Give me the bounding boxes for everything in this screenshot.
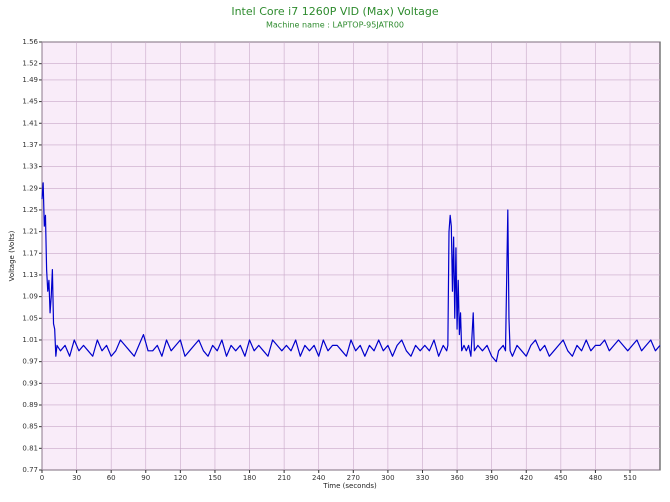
y-tick-label: 1.25 (22, 206, 38, 214)
y-tick-label: 0.93 (22, 379, 38, 387)
y-tick-label: 1.29 (22, 184, 38, 192)
y-tick-label: 1.37 (22, 141, 38, 149)
y-tick-label: 1.05 (22, 314, 38, 322)
y-tick-label: 1.01 (22, 336, 38, 344)
x-tick-label: 30 (72, 474, 81, 482)
x-tick-label: 390 (485, 474, 498, 482)
plot-area (41, 41, 661, 471)
chart-title: Intel Core i7 1260P VID (Max) Voltage (231, 5, 439, 18)
x-tick-label: 330 (416, 474, 429, 482)
x-tick-label: 270 (347, 474, 360, 482)
x-tick-label: 0 (40, 474, 44, 482)
x-tick-label: 120 (174, 474, 187, 482)
x-tick-label: 300 (381, 474, 394, 482)
x-tick-label: 240 (312, 474, 325, 482)
y-tick-label: 1.13 (22, 271, 38, 279)
x-tick-label: 360 (450, 474, 463, 482)
x-tick-label: 60 (107, 474, 116, 482)
y-tick-label: 0.77 (22, 466, 38, 474)
y-tick-label: 1.09 (22, 293, 38, 301)
y-tick-label: 1.49 (22, 76, 38, 84)
y-tick-label: 1.56 (22, 38, 38, 46)
y-tick-label: 1.17 (22, 249, 38, 257)
x-tick-label: 480 (589, 474, 602, 482)
y-tick-label: 1.21 (22, 228, 38, 236)
x-tick-label: 150 (208, 474, 221, 482)
x-tick-label: 180 (243, 474, 256, 482)
data-line (41, 182, 661, 363)
y-tick-label: 0.89 (22, 401, 38, 409)
y-tick-label: 1.33 (22, 163, 38, 171)
y-tick-label: 0.97 (22, 358, 38, 366)
x-tick-label: 90 (141, 474, 150, 482)
y-tick-label: 1.52 (22, 60, 38, 68)
x-tick-label: 450 (554, 474, 567, 482)
chart-subtitle: Machine name : LAPTOP-95JATR00 (266, 21, 404, 30)
y-tick-label: 0.85 (22, 423, 38, 431)
y-axis-label: Voltage (Volts) (8, 230, 16, 281)
x-tick-label: 510 (623, 474, 636, 482)
x-tick-label: 210 (277, 474, 290, 482)
x-axis-label: Time (seconds) (322, 482, 377, 490)
y-tick-label: 0.81 (22, 444, 38, 452)
x-tick-label: 420 (520, 474, 533, 482)
y-tick-label: 1.41 (22, 119, 38, 127)
y-tick-label: 1.45 (22, 98, 38, 106)
